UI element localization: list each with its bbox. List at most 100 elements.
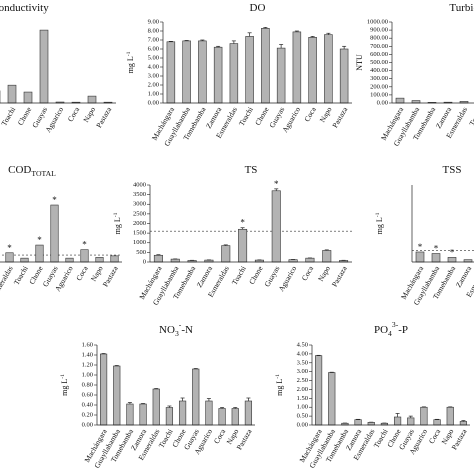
- y-axis-label: mg L-1: [126, 51, 135, 73]
- y-tick-label: 1.40: [82, 351, 93, 358]
- x-tick-label: Toachi: [467, 105, 474, 127]
- bar: [99, 353, 108, 426]
- panel-title: TSS: [443, 164, 462, 176]
- text-part: -N: [181, 324, 193, 336]
- text-part: mg L: [126, 56, 135, 73]
- bar: [95, 257, 104, 263]
- text-part: 3-: [392, 320, 399, 329]
- bar: [308, 36, 317, 104]
- y-tick-label: 7.00: [148, 36, 159, 43]
- y-tick-label: 4.50: [297, 341, 308, 348]
- x-tick-label: Coca: [66, 105, 82, 123]
- panel-title: CODTOTAL: [8, 164, 56, 179]
- bar: [221, 245, 231, 263]
- text-part: -1: [60, 374, 66, 379]
- bar: [139, 403, 147, 426]
- y-tick-label: 1.00: [297, 404, 308, 411]
- panel: TS mg L-1 0 500 1000 1500 2000 2500 3000 3500 4000…: [113, 164, 352, 307]
- text-part: TOTAL: [31, 169, 56, 178]
- bar: [305, 257, 315, 263]
- bar: [367, 422, 375, 426]
- panel-title: Turbidity: [449, 2, 474, 14]
- bar: [446, 406, 454, 426]
- y-axis-label: mg L-1: [113, 212, 122, 234]
- bar: [314, 355, 323, 426]
- text-part: -1: [275, 374, 281, 379]
- y-tick-label: 6.00: [148, 45, 159, 52]
- bar: [126, 403, 134, 426]
- x-tick-label: Coca: [300, 264, 316, 282]
- text-part: mg L: [113, 217, 122, 234]
- x-tick-label: Coca: [74, 264, 90, 282]
- y-tick-label: 3.00: [148, 72, 159, 79]
- y-tick-label: 0.00: [148, 99, 159, 106]
- x-tick-label: Napo: [318, 105, 334, 124]
- bar: [39, 29, 49, 104]
- bar: [238, 228, 248, 263]
- y-tick-label: 0.60: [82, 391, 93, 398]
- y-tick-label: 2.00: [148, 81, 159, 88]
- y-tick-label: 0.50: [297, 413, 308, 420]
- significance-marker: *: [52, 195, 57, 205]
- y-tick-label: 3.00: [297, 368, 308, 375]
- text-part: PO: [374, 324, 388, 336]
- y-axis-label: NTU: [355, 54, 364, 71]
- bar: [328, 372, 336, 426]
- bar: [447, 257, 457, 263]
- y-tick-label: 2.50: [297, 377, 308, 384]
- panel: PO43--P mg L-1 0.000.50 1.00 1.50 2.00 2.50 3.0…: [275, 320, 470, 470]
- text-part: 4: [388, 329, 392, 338]
- y-tick-label: 300.00: [370, 75, 388, 82]
- panel: CODTOTALMachángaraGuayllabambaTomebambaZ…: [0, 164, 122, 299]
- significance-marker: *: [82, 240, 87, 250]
- bar: [170, 258, 180, 263]
- bar: [339, 48, 349, 104]
- bar: [23, 91, 33, 104]
- text-part: NO: [159, 324, 175, 336]
- y-tick-label: 0.00: [82, 421, 93, 428]
- x-tick-label: Toachi: [237, 105, 255, 127]
- y-tick-label: 3.50: [297, 359, 308, 366]
- x-tick-label: Pastaza: [330, 105, 349, 130]
- bar: [165, 407, 174, 426]
- x-tick-label: Pastaza: [101, 264, 120, 289]
- y-tick-label: 900.00: [370, 27, 388, 34]
- text-part: mg L: [275, 379, 284, 396]
- x-tick-label: Coca: [302, 105, 318, 123]
- bar: [433, 419, 441, 426]
- bar: [113, 365, 121, 426]
- text-part: Conductivity: [0, 2, 49, 14]
- bar: [178, 400, 187, 426]
- y-tick-label: 4000: [133, 181, 146, 188]
- text-part: -1: [126, 51, 132, 56]
- text-part: Turbidity: [449, 2, 474, 14]
- significance-marker: *: [274, 179, 279, 189]
- y-axis-label: mg L-1: [375, 212, 384, 234]
- y-tick-label: 3000: [133, 201, 146, 208]
- bar: [153, 254, 163, 263]
- bar: [261, 27, 270, 104]
- bar: [110, 255, 119, 263]
- bar: [431, 253, 441, 263]
- text-part: COD: [8, 164, 31, 176]
- y-tick-label: 4.00: [297, 350, 308, 357]
- y-tick-label: 1.50: [297, 395, 308, 402]
- x-tick-label: Toachi: [12, 264, 30, 286]
- y-tick-label: 0.00: [377, 99, 388, 106]
- x-tick-label: Napo: [316, 264, 332, 283]
- y-tick-label: 8.00: [148, 27, 159, 34]
- y-tick-label: 1000.00: [367, 18, 388, 25]
- bar: [322, 250, 332, 263]
- panel: DO mg L-1 0.00 1.00 2.00 3.00 4.00 5.00 6.00 7.00…: [126, 2, 352, 148]
- text-part: -1: [375, 212, 381, 217]
- bar: [20, 257, 29, 263]
- significance-marker: *: [7, 243, 12, 253]
- y-tick-label: 600.00: [370, 51, 388, 58]
- bar: [393, 416, 402, 426]
- y-tick-label: 800.00: [370, 35, 388, 42]
- y-tick-label: 500: [136, 249, 146, 256]
- text-part: TSS: [443, 164, 462, 176]
- y-tick-label: 0.40: [82, 401, 93, 408]
